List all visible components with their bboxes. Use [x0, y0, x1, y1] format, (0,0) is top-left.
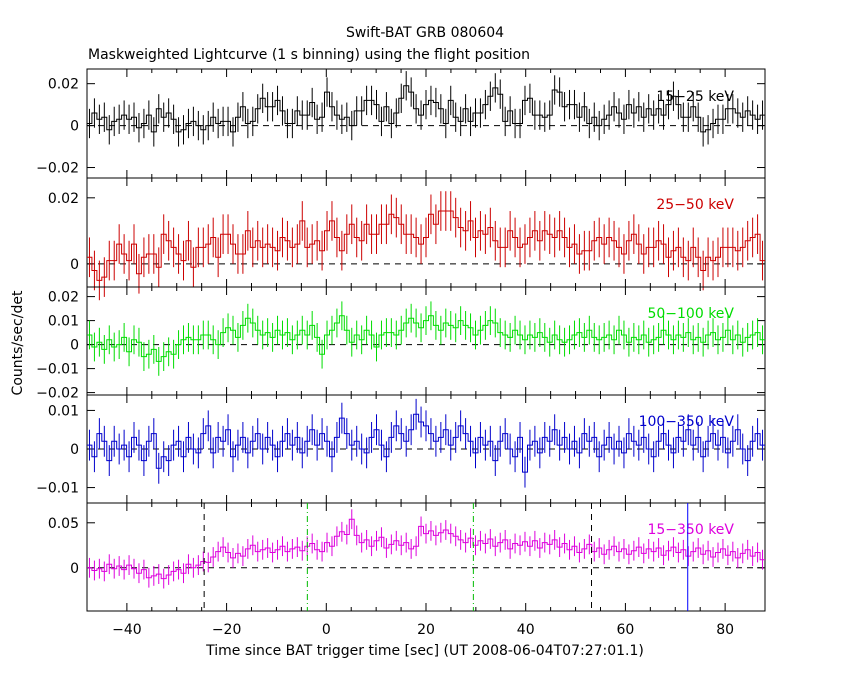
x-tick-label: 40 [517, 622, 535, 638]
x-tick-label: 0 [322, 622, 331, 638]
y-tick-label: 0.02 [48, 77, 79, 93]
band-label: 50−100 keV [647, 306, 734, 322]
y-tick-label: 0 [70, 442, 79, 458]
y-tick-label: −0.02 [36, 161, 79, 177]
y-tick-label: 0 [70, 119, 79, 135]
band-label: 15−25 keV [656, 89, 734, 105]
y-tick-label: 0 [70, 257, 79, 273]
x-tick-label: −20 [212, 622, 242, 638]
panel-3: −0.01 0 0.01 100−350 keV [36, 394, 766, 504]
y-tick-label: 0.02 [48, 191, 79, 207]
chart-subtitle: Maskweighted Lightcurve (1 s binning) us… [88, 47, 530, 63]
chart-title: Swift-BAT GRB 080604 [346, 25, 504, 41]
x-axis-label: Time since BAT trigger time [sec] (UT 20… [205, 643, 644, 659]
y-tick-label: 0.05 [48, 516, 79, 532]
x-tick-label: 20 [417, 622, 435, 638]
y-tick-label: 0 [70, 338, 79, 354]
panel-0: −0.02 0 0.02 15−25 keV [36, 68, 766, 179]
panel-4: 0 0.05 15−350 keV [48, 502, 766, 612]
x-tick-label: 80 [716, 622, 734, 638]
panel-1: 0 0.02 25−50 keV [48, 177, 766, 301]
panel-2: −0.02 −0.01 0 0.01 0.02 50−100 keV [36, 286, 766, 402]
y-tick-label: 0.01 [48, 403, 79, 419]
y-tick-label: 0.02 [48, 290, 79, 306]
series-line-1 [87, 210, 765, 281]
x-tick-label: 60 [616, 622, 634, 638]
band-label: 15−350 keV [647, 522, 734, 538]
band-label: 100−350 keV [639, 414, 735, 430]
y-tick-label: −0.01 [36, 362, 79, 378]
series-line-0 [87, 85, 765, 133]
y-tick-label: −0.01 [36, 481, 79, 497]
y-tick-label: 0 [70, 561, 79, 577]
y-axis-label: Counts/sec/det [10, 290, 26, 395]
y-tick-label: −0.02 [36, 386, 79, 402]
band-label: 25−50 keV [656, 197, 734, 213]
series-line-2 [87, 315, 765, 362]
y-tick-label: 0.01 [48, 314, 79, 330]
x-tick-label: −40 [112, 622, 142, 638]
